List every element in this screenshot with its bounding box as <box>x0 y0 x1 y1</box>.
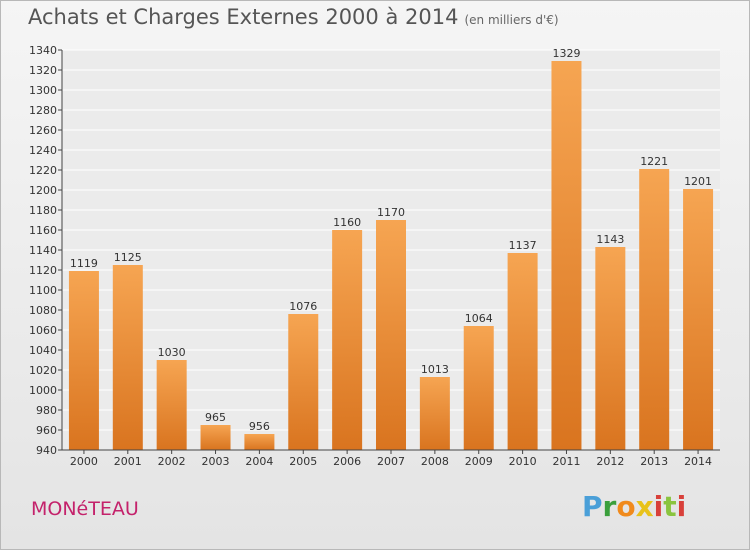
y-tick-label: 1040 <box>29 344 57 357</box>
data-label: 1076 <box>289 300 317 313</box>
y-tick-label: 940 <box>36 444 57 457</box>
data-label: 1030 <box>158 346 186 359</box>
proxiti-logo: Proxiti <box>582 490 686 523</box>
data-label: 1221 <box>640 155 668 168</box>
commune-name: MONéTEAU <box>31 498 139 520</box>
logo-letter: i <box>676 490 687 523</box>
data-label: 1143 <box>596 233 624 246</box>
unit-note: (en milliers d'€) <box>464 13 559 27</box>
bar <box>683 189 714 450</box>
bar <box>68 271 99 450</box>
x-tick-label: 2006 <box>333 455 361 468</box>
chart-title: Achats et Charges Externes 2000 à 2014 (e… <box>28 5 559 29</box>
bar <box>244 434 275 450</box>
x-tick-label: 2007 <box>377 455 405 468</box>
x-tick-label: 2000 <box>70 455 98 468</box>
logo-letter: i <box>653 490 664 523</box>
bar <box>156 360 187 450</box>
y-tick-label: 1300 <box>29 84 57 97</box>
y-tick-label: 1160 <box>29 224 57 237</box>
data-label: 1119 <box>70 257 98 270</box>
x-tick-label: 2003 <box>202 455 230 468</box>
y-tick-label: 1180 <box>29 204 57 217</box>
x-axis: 2000 2001 2002 2003 2004 2005 2006 2007 2008 2009… <box>62 449 720 468</box>
x-tick-label: 2008 <box>421 455 449 468</box>
bar <box>200 425 231 450</box>
data-label: 1170 <box>377 206 405 219</box>
bar <box>112 265 143 450</box>
y-tick-label: 1140 <box>29 244 57 257</box>
bar <box>595 247 626 450</box>
y-tick-label: 1100 <box>29 284 57 297</box>
data-label: 1064 <box>465 312 493 325</box>
x-tick-label: 2004 <box>245 455 273 468</box>
data-label: 1013 <box>421 363 449 376</box>
bar <box>507 253 538 450</box>
bars-group: 1119 1125 1030 965 956 1076 1160 1170 1013 1064 11… <box>68 47 714 450</box>
bar <box>639 169 670 450</box>
data-label: 1137 <box>509 239 537 252</box>
bar <box>376 220 406 450</box>
y-tick-label: 1340 <box>29 44 57 57</box>
data-label: 1160 <box>333 216 361 229</box>
x-tick-label: 2002 <box>158 455 186 468</box>
bar <box>419 377 450 450</box>
y-tick-label: 1020 <box>29 364 57 377</box>
bar <box>551 61 582 450</box>
y-tick-label: 1120 <box>29 264 57 277</box>
y-tick-label: 1220 <box>29 164 57 177</box>
x-tick-label: 2005 <box>289 455 317 468</box>
y-tick-label: 1280 <box>29 104 57 117</box>
x-tick-label: 2011 <box>552 455 580 468</box>
x-tick-label: 2014 <box>684 455 712 468</box>
y-tick-label: 1260 <box>29 124 57 137</box>
x-tick-label: 2001 <box>114 455 142 468</box>
data-label: 1125 <box>114 251 142 264</box>
x-tick-label: 2010 <box>509 455 537 468</box>
x-tick-label: 2013 <box>640 455 668 468</box>
bar <box>288 314 319 450</box>
data-label: 1329 <box>552 47 580 60</box>
x-tick-label: 2012 <box>596 455 624 468</box>
y-tick-label: 980 <box>36 404 57 417</box>
y-tick-label: 1060 <box>29 324 57 337</box>
y-tick-label: 1240 <box>29 144 57 157</box>
data-label: 956 <box>249 420 270 433</box>
data-label: 1201 <box>684 175 712 188</box>
y-tick-label: 1200 <box>29 184 57 197</box>
logo-letter: r <box>602 490 617 523</box>
y-tick-label: 1080 <box>29 304 57 317</box>
chart-title-text: Achats et Charges Externes 2000 à 2014 <box>28 5 459 29</box>
y-axis: 940 960 980 1000 1020 1040 1060 1080 1100 1120 114… <box>29 44 63 457</box>
x-tick-label: 2009 <box>465 455 493 468</box>
bar <box>463 326 494 450</box>
logo-letter: x <box>635 490 654 523</box>
logo-letter: o <box>616 490 636 523</box>
y-tick-label: 1000 <box>29 384 57 397</box>
data-label: 965 <box>205 411 226 424</box>
y-tick-label: 1320 <box>29 64 57 77</box>
bar <box>332 230 363 450</box>
logo-letter: t <box>663 490 677 523</box>
logo-letter: P <box>582 490 603 523</box>
y-tick-label: 960 <box>36 424 57 437</box>
